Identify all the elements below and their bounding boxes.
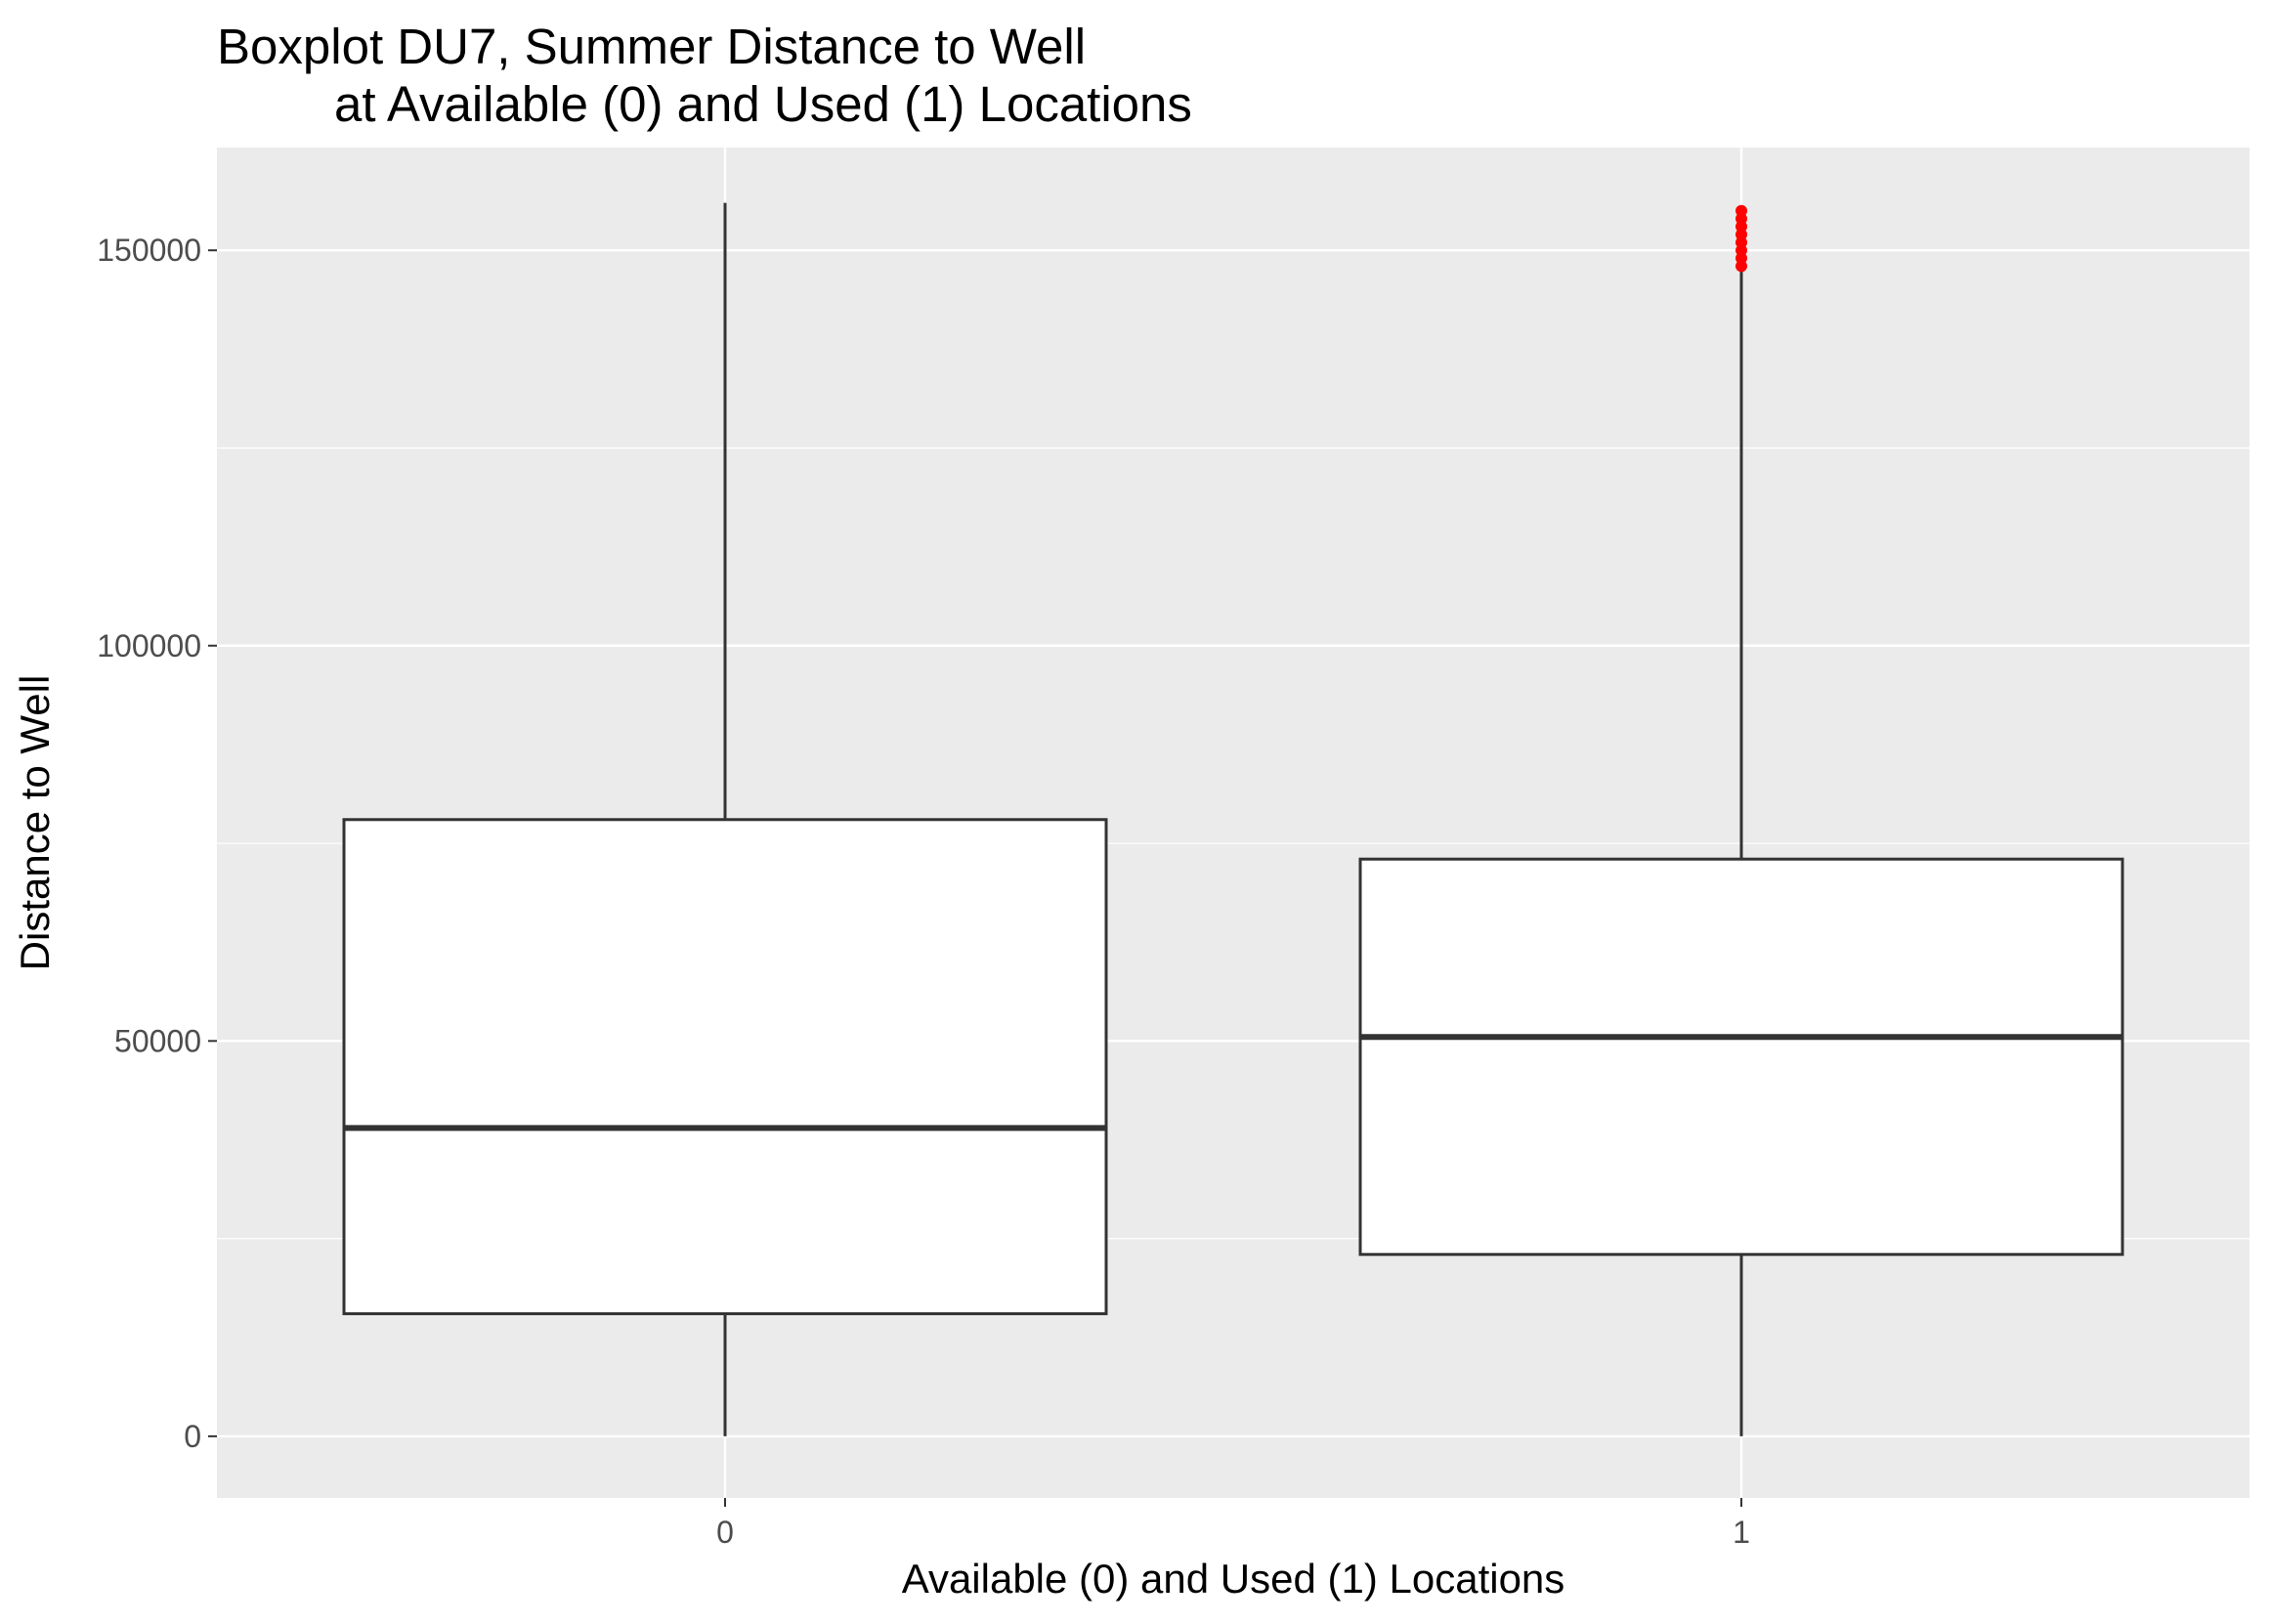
box-iqr bbox=[1358, 857, 2124, 1257]
y-tick-label: 150000 bbox=[97, 233, 201, 268]
y-tick-label: 50000 bbox=[114, 1023, 201, 1058]
box-iqr bbox=[342, 818, 1108, 1315]
axes: 0 50000 100000 150000 0 1 bbox=[97, 233, 1750, 1550]
box-1 bbox=[1358, 204, 2124, 1436]
x-axis-title: Available (0) and Used (1) Locations bbox=[902, 1556, 1565, 1602]
chart-title-line-1: Boxplot DU7, Summer Distance to Well bbox=[217, 19, 1087, 74]
y-axis-title: Distance to Well bbox=[12, 675, 58, 971]
chart-title-line-2: at Available (0) and Used (1) Locations bbox=[334, 76, 1192, 132]
x-tick-label: 1 bbox=[1733, 1515, 1750, 1550]
outlier-point bbox=[1735, 204, 1747, 217]
y-tick-label: 0 bbox=[184, 1419, 201, 1454]
x-tick-label: 0 bbox=[716, 1515, 734, 1550]
boxes bbox=[342, 202, 2124, 1436]
box-0 bbox=[342, 202, 1108, 1436]
y-tick-label: 100000 bbox=[97, 628, 201, 663]
